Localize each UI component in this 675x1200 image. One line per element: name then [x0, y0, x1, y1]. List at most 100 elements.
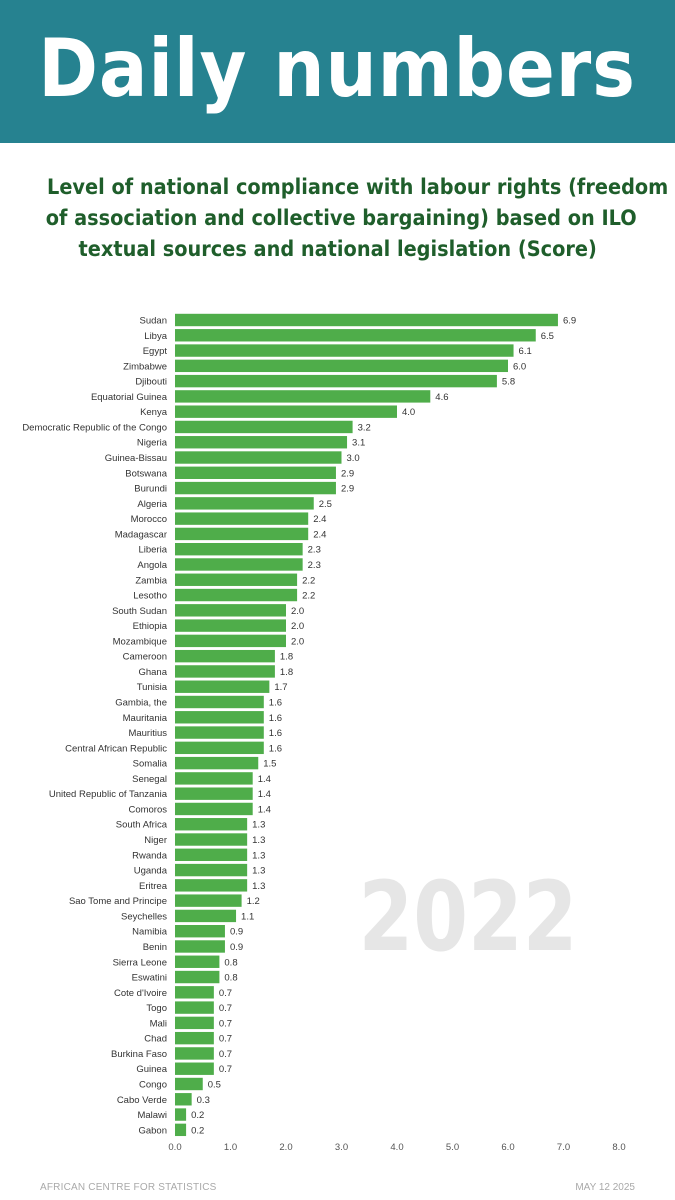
value-label: 2.2: [302, 591, 315, 602]
value-label: 0.9: [230, 927, 243, 938]
category-label: Nigeria: [137, 438, 168, 449]
bar: [175, 1093, 192, 1106]
category-label: Botswana: [125, 468, 167, 479]
category-label: Burkina Faso: [111, 1049, 167, 1060]
category-label: Uganda: [134, 866, 168, 877]
value-label: 6.5: [541, 331, 554, 342]
bar: [175, 619, 286, 632]
value-label: 0.2: [191, 1110, 204, 1121]
category-label: Sudan: [140, 316, 167, 327]
bar: [175, 374, 497, 388]
category-label: Equatorial Guinea: [91, 392, 168, 403]
category-label: Egypt: [143, 346, 168, 357]
bar: [175, 1001, 214, 1014]
category-label: Togo: [146, 1003, 167, 1014]
category-label: Chad: [144, 1034, 167, 1045]
bar: [175, 787, 253, 800]
category-label: Algeria: [137, 499, 167, 510]
value-label: 2.9: [341, 484, 354, 495]
value-label: 0.7: [219, 1049, 232, 1060]
value-label: 2.0: [291, 606, 304, 617]
bar: [175, 329, 536, 342]
value-label: 3.1: [352, 438, 365, 449]
value-label: 1.3: [252, 881, 265, 892]
year-watermark: 2022: [358, 861, 577, 973]
bar: [175, 894, 242, 907]
bar: [175, 543, 303, 556]
category-label: South Africa: [116, 820, 168, 831]
bar: [175, 772, 253, 785]
value-label: 0.2: [191, 1125, 204, 1136]
category-label: Gabon: [138, 1125, 167, 1136]
bar: [175, 588, 298, 602]
bar: [175, 573, 298, 586]
bar: [175, 420, 353, 434]
value-label: 0.9: [230, 942, 243, 953]
bar: [175, 1047, 214, 1060]
bar: [175, 940, 225, 953]
category-label: Tunisia: [137, 682, 168, 693]
value-label: 3.0: [347, 453, 360, 464]
value-label: 2.3: [308, 560, 321, 571]
category-label: Morocco: [131, 514, 167, 525]
value-label: 0.7: [219, 1003, 232, 1014]
category-label: Zimbabwe: [123, 361, 167, 372]
value-label: 0.8: [224, 957, 237, 968]
bar: [175, 527, 309, 541]
value-label: 1.6: [269, 743, 282, 754]
bar: [175, 1077, 203, 1091]
value-label: 1.3: [252, 820, 265, 831]
bar: [175, 741, 264, 755]
value-label: 0.7: [219, 1064, 232, 1075]
category-label: United Republic of Tanzania: [49, 789, 168, 800]
value-label: 5.8: [502, 377, 515, 388]
category-label: Seychelles: [121, 911, 167, 922]
category-label: Malawi: [137, 1110, 167, 1121]
value-label: 1.3: [252, 850, 265, 861]
bar: [175, 970, 220, 984]
value-label: 0.5: [208, 1080, 221, 1091]
value-label: 2.4: [313, 529, 326, 540]
bar: [175, 451, 342, 464]
bar: [175, 909, 237, 923]
bar: [175, 711, 264, 724]
category-label: Libya: [144, 331, 167, 342]
category-label: South Sudan: [112, 606, 167, 617]
bar: [175, 756, 259, 770]
category-label: Liberia: [138, 545, 167, 556]
chart-title: Level of national compliance with labour…: [20, 172, 669, 265]
value-label: 1.3: [252, 835, 265, 846]
value-label: 1.8: [280, 667, 293, 678]
value-label: 6.9: [563, 316, 576, 327]
value-label: 1.8: [280, 652, 293, 663]
category-label: Rwanda: [132, 850, 168, 861]
value-label: 1.1: [241, 911, 254, 922]
category-label: Comoros: [128, 804, 167, 815]
bar: [175, 680, 270, 693]
category-label: Mali: [150, 1018, 167, 1029]
bar: [175, 879, 248, 892]
category-label: Eswatini: [132, 973, 167, 984]
category-label: Benin: [143, 942, 167, 953]
page-title: Daily numbers: [38, 22, 637, 115]
bar: [175, 466, 336, 479]
bar: [175, 955, 220, 968]
source-label: AFRICAN CENTRE FOR STATISTICS: [40, 1182, 217, 1193]
category-label: Sierra Leone: [113, 957, 167, 968]
value-label: 1.2: [247, 896, 260, 907]
value-label: 1.6: [269, 698, 282, 709]
category-label: Djibouti: [135, 377, 167, 388]
x-tick-label: 0.0: [168, 1142, 181, 1153]
value-label: 2.3: [308, 545, 321, 556]
category-label: Mozambique: [113, 636, 167, 647]
header-banner: Daily numbers: [0, 0, 675, 143]
value-label: 2.4: [313, 514, 326, 525]
value-label: 1.6: [269, 713, 282, 724]
value-label: 4.0: [402, 407, 415, 418]
chart-title-line-2: of association and collective bargaining…: [45, 206, 637, 230]
value-label: 2.0: [291, 636, 304, 647]
category-label: Cameroon: [123, 652, 167, 663]
category-label: Guinea: [136, 1064, 167, 1075]
bar: [175, 313, 558, 327]
x-tick-label: 8.0: [612, 1142, 625, 1153]
